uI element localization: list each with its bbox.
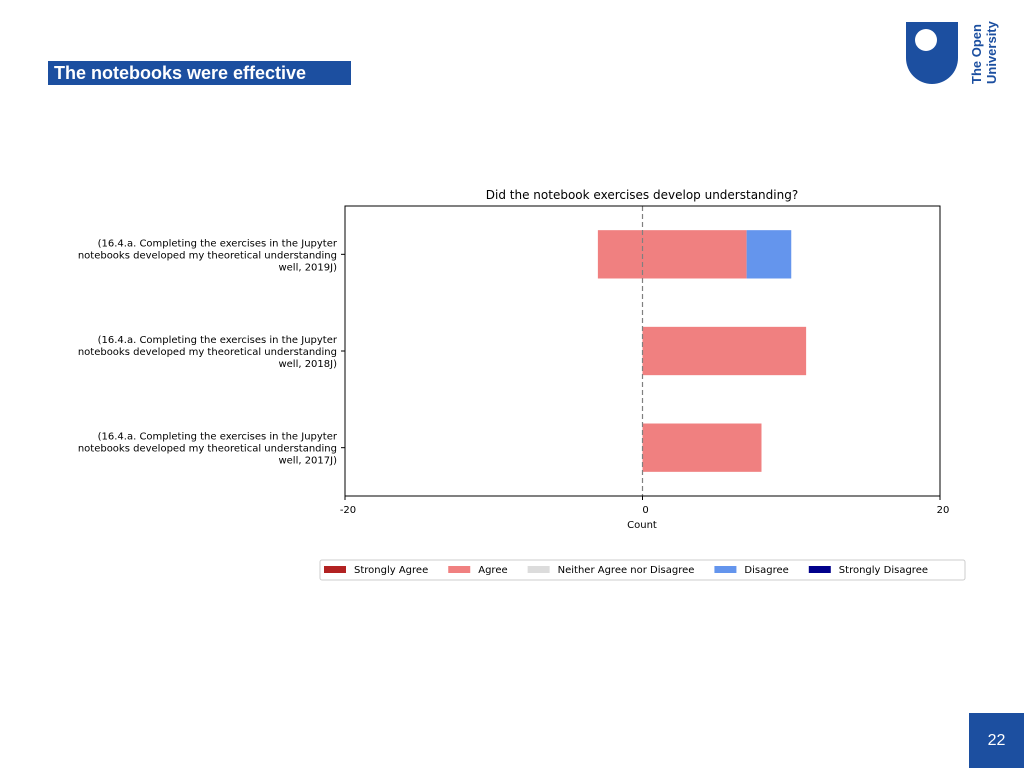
legend-label: Neither Agree nor Disagree [558, 565, 695, 576]
bar-1-agree [642, 326, 807, 376]
legend-swatch-agree [448, 566, 471, 573]
page-number: 22 [969, 713, 1024, 768]
bar-2-agree [642, 423, 762, 472]
x-tick-label: 20 [937, 505, 950, 516]
open-university-logo: The Open University [906, 20, 999, 84]
legend-swatch-strongly-agree [324, 566, 346, 573]
legend-swatch-disagree [714, 566, 737, 573]
x-tick-label: -20 [340, 505, 356, 516]
legend-label: Strongly Agree [354, 565, 428, 576]
plot-frame [344, 205, 941, 497]
ou-shield-dot [915, 29, 937, 51]
y-tick-label: (16.4.a. Completing the exercises in the… [78, 335, 338, 370]
legend-label: Disagree [744, 565, 788, 576]
legend: Strongly Agree Agree Neither Agree nor Dis… [319, 559, 966, 581]
logo-text-line1: The Open [969, 24, 984, 84]
x-tick-label: 0 [642, 505, 648, 516]
y-tick-labels: (16.4.a. Completing the exercises in the… [78, 238, 345, 467]
bar-0-disagree [746, 230, 792, 279]
chart-title: Did the notebook exercises develop under… [486, 188, 798, 202]
y-tick-label: (16.4.a. Completing the exercises in the… [78, 432, 338, 467]
bars [597, 230, 807, 472]
slide-title: The notebooks were effective [48, 61, 351, 85]
y-tick-label: (16.4.a. Completing the exercises in the… [78, 238, 338, 273]
x-axis-label: Count [627, 520, 657, 531]
legend-frame [319, 559, 966, 581]
logo-text-line2: University [984, 20, 999, 84]
legend-swatch-strongly-disagree [808, 566, 831, 573]
legend-swatch-neither-agree-nor-disagree [527, 566, 550, 573]
x-ticks: -20 0 20 [340, 496, 950, 516]
bar-0-agree [597, 230, 747, 279]
legend-label: Agree [478, 565, 507, 576]
legend-label: Strongly Disagree [839, 565, 928, 576]
